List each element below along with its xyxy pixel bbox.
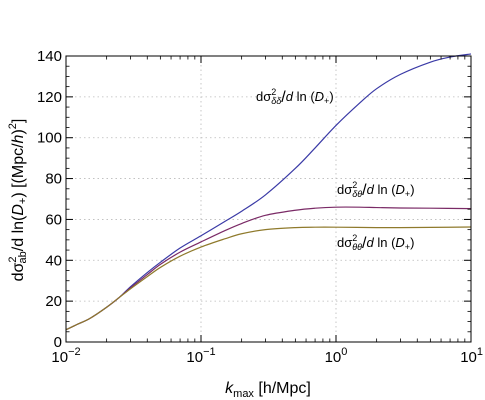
y-tick-label: 140 — [37, 48, 62, 65]
y-tick-label: 80 — [45, 171, 62, 188]
x-tick-label: 10−2 — [51, 346, 80, 366]
y-tick-label: 20 — [45, 293, 62, 310]
annotation-tt: dσ2 θθ/d ln (D+) — [337, 233, 414, 252]
x-tick-label: 10−1 — [186, 346, 215, 366]
ticks — [65, 55, 472, 343]
series-group — [65, 53, 472, 331]
y-tick-label: 60 — [45, 211, 62, 228]
x-tick-label: 101 — [460, 346, 483, 366]
annotation-dt: dσ2 δθ/d ln (D+) — [337, 180, 415, 199]
y-tick-label: 40 — [45, 252, 62, 269]
y-tick-label: 120 — [37, 89, 62, 106]
grid — [66, 56, 471, 342]
x-tick-label: 100 — [325, 346, 348, 366]
y-axis-label: dσ2ab/d ln(D+) [(Mpc/h)2] — [7, 119, 29, 282]
y-tick-label: 100 — [37, 130, 62, 147]
tick-labels: 0 20 40 60 80 100 120 140 10−2 10−1 100 101 — [37, 48, 483, 366]
y-tick-label: 0 — [54, 334, 62, 351]
series-line-tt — [65, 226, 472, 331]
annotation-dd: dσ2 δδ/d ln (D+) — [256, 87, 334, 106]
x-axis-label: kmax [h/Mpc] — [225, 380, 311, 400]
